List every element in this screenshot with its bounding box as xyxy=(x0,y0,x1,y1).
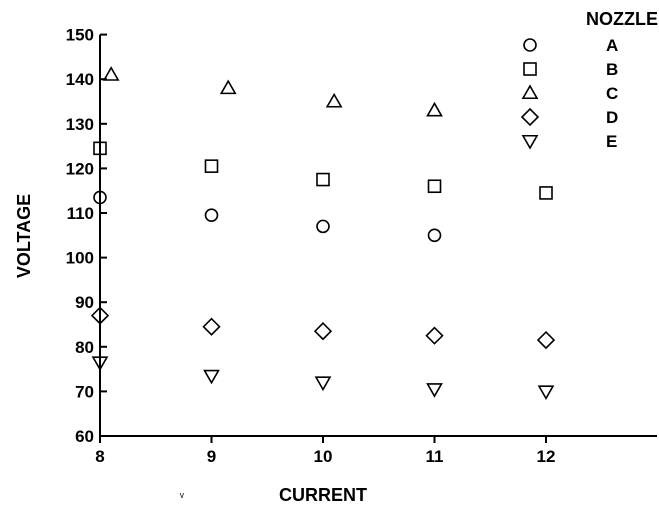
series-e xyxy=(91,356,555,401)
data-point-b xyxy=(204,159,219,173)
data-point-d xyxy=(425,326,444,345)
legend-title: NOZZLE xyxy=(586,9,658,29)
data-point-b xyxy=(427,179,442,194)
data-point-e xyxy=(91,356,109,372)
legend-marker-a xyxy=(523,38,537,52)
axes xyxy=(99,34,657,437)
y-tick-label: 120 xyxy=(66,159,94,178)
x-tick-label: 10 xyxy=(314,447,333,466)
data-points xyxy=(90,66,556,401)
y-tick-label: 110 xyxy=(67,204,94,223)
data-point-e xyxy=(426,383,443,398)
y-tick-label: 70 xyxy=(75,382,94,401)
x-axis-title: CURRENT xyxy=(279,485,367,505)
y-tick-label: 60 xyxy=(75,427,94,446)
data-point-c xyxy=(325,92,343,108)
y-tick-label: 140 xyxy=(66,70,94,89)
y-axis-title: VOLTAGE xyxy=(14,194,34,278)
legend-label-b: B xyxy=(606,60,618,79)
x-tick-label: 8 xyxy=(95,447,104,466)
legend-label-a: A xyxy=(606,36,618,55)
y-tick-label: 150 xyxy=(66,26,94,45)
y-tick-label: 90 xyxy=(75,293,94,312)
x-tick-label: 12 xyxy=(537,447,556,466)
legend-marker-c xyxy=(521,84,539,100)
data-point-b xyxy=(93,141,107,156)
series-d xyxy=(90,306,556,350)
legend-marker-e xyxy=(521,134,539,150)
data-point-b xyxy=(539,186,553,200)
data-point-d xyxy=(536,330,556,350)
series-a xyxy=(93,190,442,243)
data-point-c xyxy=(102,66,120,81)
y-tick-label: 80 xyxy=(75,338,94,357)
legend-marker-d xyxy=(520,107,540,127)
legend-label-d: D xyxy=(606,108,618,127)
data-point-c xyxy=(219,79,237,95)
data-point-d xyxy=(202,317,221,336)
data-point-d xyxy=(90,306,110,325)
y-tick-label: 130 xyxy=(66,115,94,134)
series-c xyxy=(102,66,443,117)
data-point-e xyxy=(537,385,555,401)
x-tick-label: 11 xyxy=(426,447,444,466)
y-tick-label: 100 xyxy=(66,249,94,268)
legend-marker-b xyxy=(523,62,537,76)
legend-label-c: C xyxy=(606,84,618,103)
legend-label-e: E xyxy=(606,132,617,151)
data-point-b xyxy=(316,172,330,187)
x-tick-label: 9 xyxy=(207,447,216,466)
y-ticks: 60 70 80 90 100 110 120 130 140 150 xyxy=(66,26,107,446)
data-point-c xyxy=(426,101,443,117)
x-ticks: 8 9 10 11 12 xyxy=(95,436,555,466)
data-point-d xyxy=(313,322,333,341)
data-point-a xyxy=(427,228,442,243)
data-point-a xyxy=(204,208,219,223)
stray-mark: ᵥ xyxy=(179,486,184,500)
data-point-e xyxy=(314,376,332,392)
data-point-e xyxy=(203,369,220,385)
data-point-a xyxy=(93,190,107,205)
series-b xyxy=(93,141,553,200)
data-point-a xyxy=(316,219,330,234)
